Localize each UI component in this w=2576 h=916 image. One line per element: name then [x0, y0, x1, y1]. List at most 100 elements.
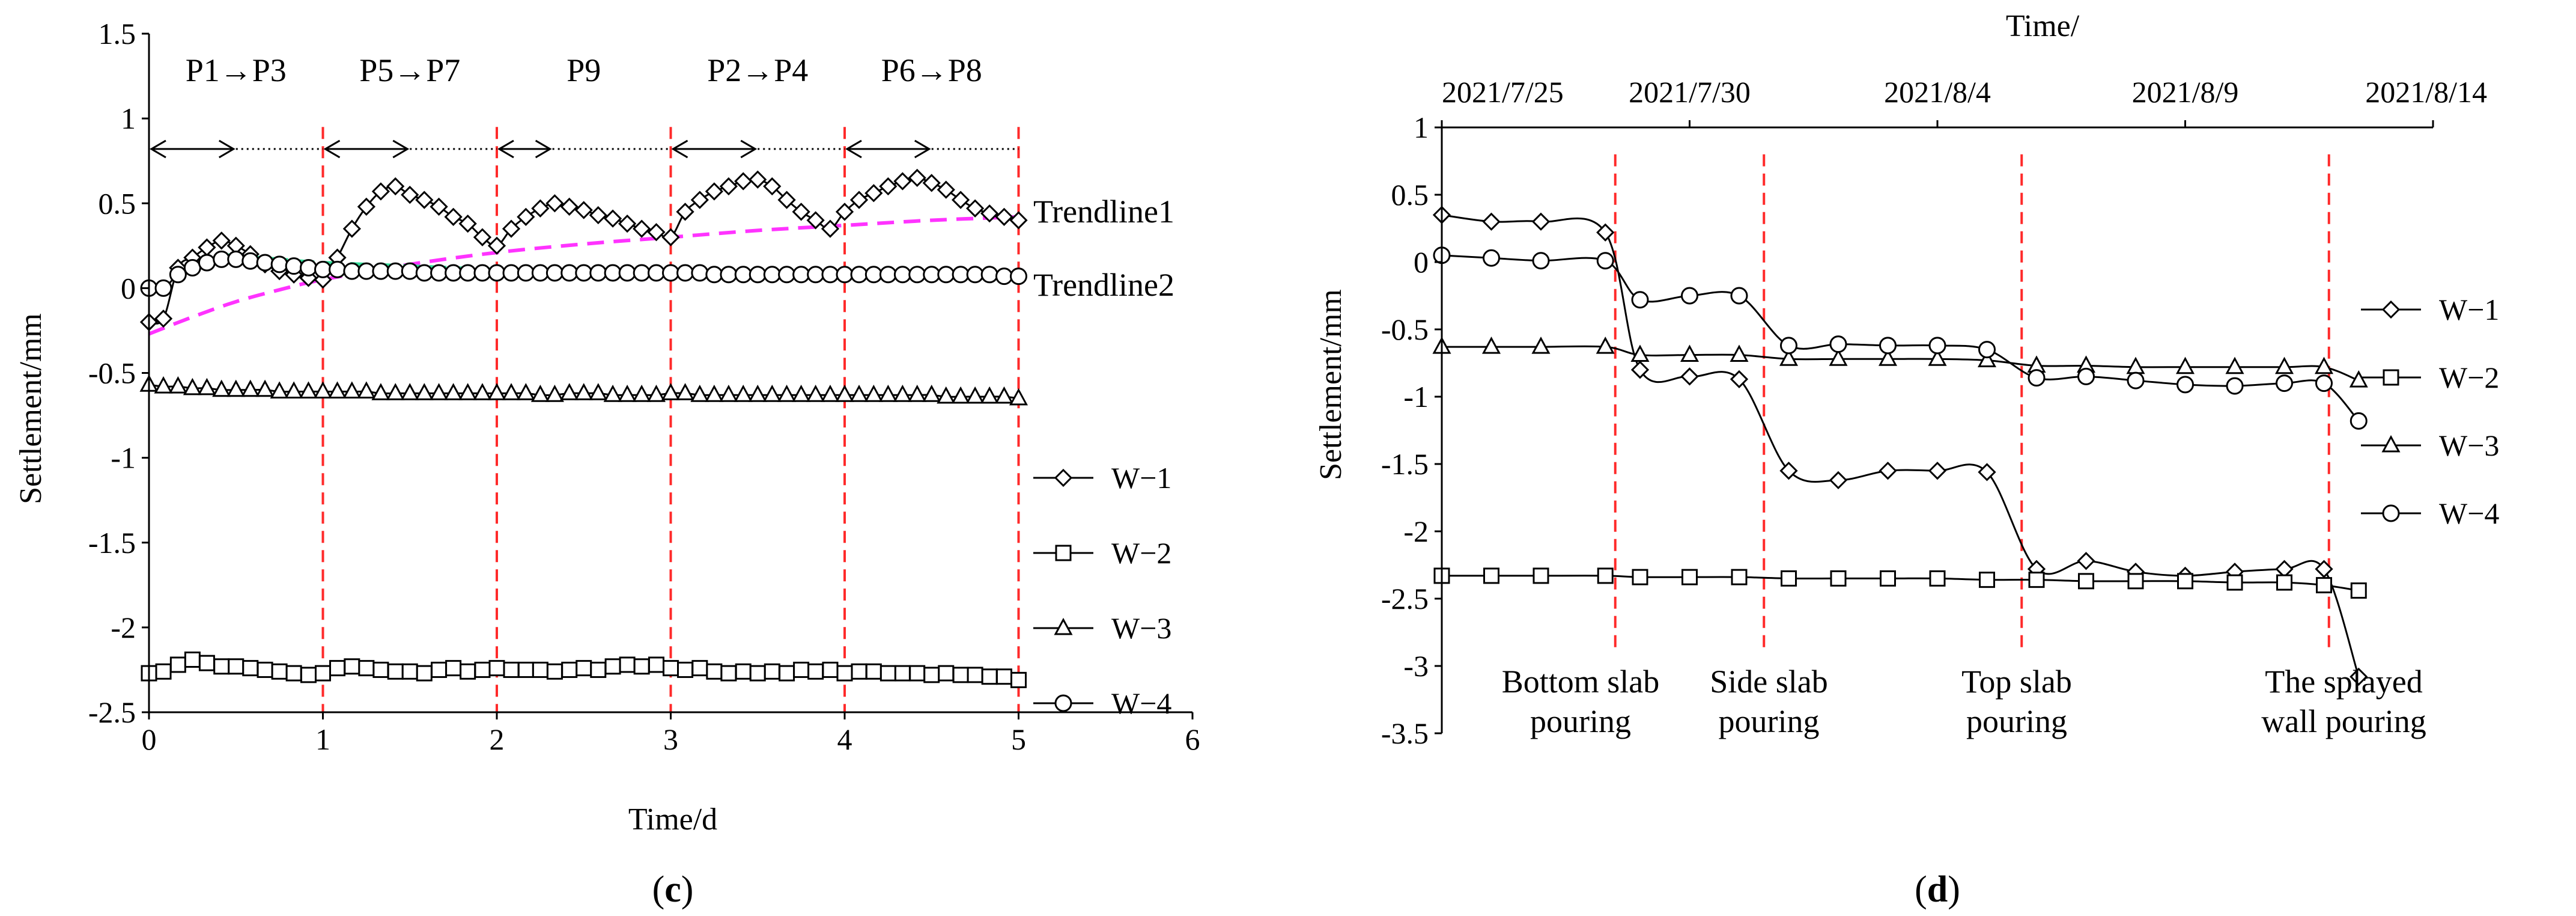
- c-point-diamond: [212, 231, 231, 250]
- c-point-triangle: [734, 385, 753, 402]
- c-stage-arrowhead-right: [218, 139, 235, 159]
- d-point-square: [1681, 569, 1698, 585]
- c-point-circle: [343, 262, 361, 280]
- c-point-circle: [763, 266, 781, 284]
- c-series-line-1: [148, 177, 1019, 325]
- c-point-square: [155, 663, 172, 680]
- c-point-square: [923, 667, 940, 683]
- c-point-diamond: [198, 238, 216, 257]
- d-point-triangle: [1596, 336, 1615, 354]
- c-legend-marker-square: [1055, 545, 1072, 561]
- c-point-triangle: [690, 385, 709, 402]
- c-stage-arrows: P1→P3 P5→P7 P9 P2→P4 P6→P8: [150, 52, 1019, 159]
- c-point-circle: [517, 264, 535, 282]
- c-y-tick-label: -1.5: [88, 526, 136, 560]
- c-point-circle: [502, 264, 520, 282]
- c-point-diamond: [633, 219, 651, 238]
- c-point-triangle: [299, 381, 318, 399]
- c-point-square: [879, 665, 896, 682]
- d-ylabel: Settlement/mm: [1314, 289, 1348, 480]
- c-x-tick-label: 2: [490, 722, 505, 756]
- c-point-circle: [545, 264, 564, 282]
- c-point-triangle: [371, 383, 390, 400]
- d-point-triangle: [1531, 336, 1551, 354]
- d-x-tick-label: 2021/7/25: [1442, 75, 1564, 109]
- d-y-tick-label: -1: [1403, 380, 1429, 414]
- d-point-circle: [2177, 376, 2194, 394]
- c-point-triangle: [183, 377, 202, 395]
- d-point-triangle: [2349, 370, 2368, 388]
- c-point-triangle: [560, 383, 579, 400]
- d-point-square: [1929, 570, 1946, 587]
- c-point-square: [604, 658, 621, 675]
- c-point-triangle: [849, 385, 869, 402]
- d-point-diamond: [1730, 370, 1749, 389]
- c-point-square: [257, 661, 273, 678]
- c-point-diamond: [458, 214, 477, 233]
- c-point-square: [952, 667, 969, 683]
- c-point-square: [228, 658, 245, 675]
- d-point-circle: [1532, 252, 1550, 270]
- d-annotation-text: pouring: [1530, 703, 1631, 739]
- c-point-circle: [879, 266, 897, 284]
- c-point-circle: [705, 266, 723, 284]
- c-point-circle: [821, 266, 839, 284]
- d-annotation-text: pouring: [1719, 703, 1820, 739]
- c-point-circle: [560, 264, 579, 282]
- d-point-square: [2226, 574, 2243, 591]
- c-stage-arrowhead-right: [740, 139, 758, 159]
- c-point-triangle: [473, 383, 492, 400]
- d-annotation-text: Side slab: [1710, 664, 1828, 700]
- c-point-diamond: [589, 206, 607, 225]
- d-axes: -3.5 -3 -2.5 -2 -1.5 -1 -0.5 0 0.5 1 2021/7/25 2021…: [1381, 75, 2487, 750]
- d-point-circle: [2276, 374, 2293, 392]
- d-point-triangle: [2126, 356, 2145, 374]
- c-xlabel: Time/d: [628, 802, 717, 837]
- c-point-square: [807, 663, 824, 680]
- c-point-square: [706, 663, 723, 680]
- c-point-circle: [923, 266, 941, 284]
- c-point-circle: [227, 250, 245, 268]
- d-point-triangle: [1878, 349, 1898, 366]
- d-point-square: [1979, 572, 1995, 588]
- c-point-triangle: [284, 381, 303, 399]
- c-point-square: [764, 663, 780, 680]
- d-point-square: [1483, 567, 1499, 584]
- d-point-triangle: [1630, 344, 1650, 362]
- c-point-triangle: [908, 385, 927, 402]
- d-point-square: [2127, 573, 2144, 590]
- c-point-circle: [647, 264, 665, 282]
- c-point-diamond: [908, 168, 926, 188]
- c-point-square: [865, 663, 882, 680]
- c-point-diamond: [1009, 211, 1028, 230]
- c-y-tick-label: 0: [121, 271, 136, 305]
- c-point-triangle: [574, 383, 594, 400]
- c-point-diamond: [879, 177, 898, 196]
- d-point-square: [1781, 570, 1797, 587]
- c-point-diamond: [719, 177, 738, 196]
- c-point-circle: [415, 264, 433, 282]
- c-legend-label: W−4: [1111, 686, 1171, 720]
- c-point-triangle: [168, 376, 187, 394]
- c-point-circle: [285, 257, 303, 275]
- c-point-square: [372, 661, 389, 678]
- c-point-circle: [575, 264, 593, 282]
- c-point-triangle: [965, 386, 985, 404]
- c-point-triangle: [400, 383, 419, 400]
- c-legend-marker-triangle: [1054, 617, 1073, 635]
- c-point-triangle: [342, 381, 362, 399]
- c-point-diamond: [951, 191, 970, 209]
- c-point-square: [749, 665, 766, 682]
- c-point-square: [590, 661, 607, 678]
- d-series-line-3: [1442, 345, 2359, 382]
- d-point-diamond: [1531, 212, 1551, 231]
- c-trendline-1: [148, 215, 1019, 336]
- c-point-square: [836, 665, 853, 682]
- c-point-triangle: [661, 383, 681, 400]
- c-point-circle: [473, 264, 491, 282]
- c-point-triangle: [357, 381, 376, 399]
- d-point-circle: [1631, 291, 1649, 309]
- c-point-square: [561, 661, 578, 678]
- c-point-circle: [183, 259, 201, 277]
- c-y-tick-label: 1.5: [99, 17, 136, 50]
